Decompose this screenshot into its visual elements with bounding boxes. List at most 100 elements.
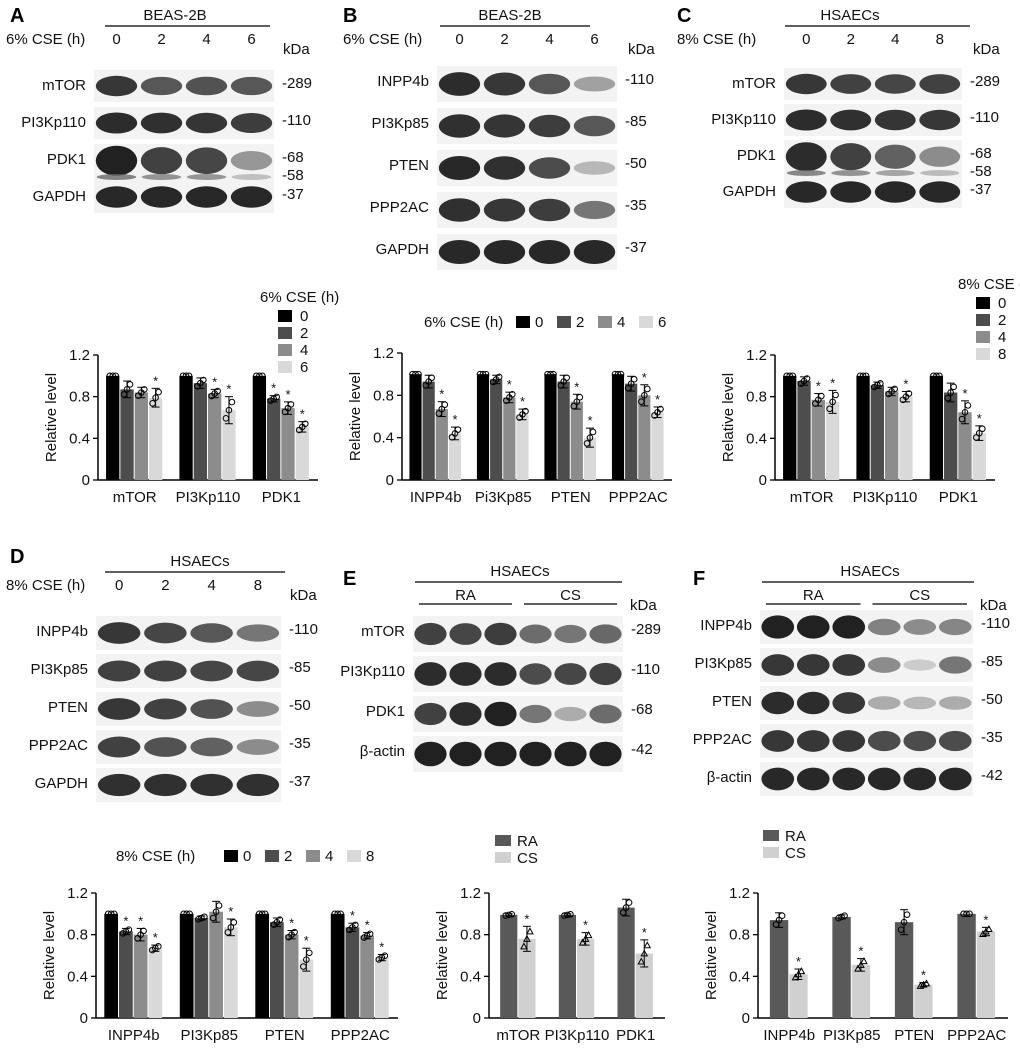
cell-line-label: HSAECs [490, 563, 549, 580]
data-point [155, 388, 162, 396]
blot-band [140, 76, 183, 96]
bar [825, 401, 840, 480]
bar [270, 922, 284, 1018]
bar [856, 375, 870, 480]
bar [179, 913, 194, 1018]
x-tick-label: PPP2AC [947, 1027, 1006, 1044]
data-point [614, 370, 622, 378]
y-axis-label: Relative level [41, 911, 58, 1000]
legend-label: RA [517, 833, 538, 850]
y-tick-label: 0.4 [69, 430, 90, 447]
protein-label: β-actin [360, 743, 405, 760]
data-point [505, 911, 513, 919]
data-point [273, 393, 280, 401]
data-point [110, 910, 118, 918]
blot-band [140, 147, 183, 175]
kda-header: kDa [973, 41, 1000, 58]
blot-band [438, 155, 481, 181]
significance-star: * [962, 386, 967, 401]
bar [811, 399, 825, 480]
blot-band [95, 75, 138, 97]
blot-band [830, 143, 872, 171]
legend-swatch [278, 361, 292, 373]
x-tick-label: Pi3Kp85 [475, 489, 532, 506]
data-point [862, 372, 870, 380]
y-axis-label: Relative level [43, 373, 60, 462]
cell-line-label: HSAECs [170, 553, 229, 570]
legend-swatch [976, 348, 990, 360]
bar [104, 913, 119, 1018]
data-point [775, 916, 783, 924]
legend-swatch [976, 314, 990, 326]
data-point [502, 912, 510, 919]
blot-strip [413, 696, 623, 732]
blot-band [761, 767, 795, 791]
y-axis-label: Relative level [347, 372, 364, 461]
data-point [900, 918, 908, 926]
blot-strip [760, 686, 973, 720]
data-point [640, 949, 649, 957]
blot-band [483, 114, 526, 138]
protein-label: mTOR [42, 77, 86, 94]
y-tick-label: 1.2 [373, 345, 394, 362]
blot-band [97, 773, 141, 797]
bar [409, 374, 422, 480]
blot-band [449, 702, 482, 726]
treatment-label: 8% CSE (h) [677, 31, 756, 48]
blot-band [95, 186, 138, 208]
bar [133, 934, 148, 1018]
data-point [112, 372, 120, 380]
legend-label: 4 [325, 848, 333, 865]
legend-swatch [516, 316, 530, 328]
protein-label: PPP2AC [29, 737, 88, 754]
blot-band [190, 699, 233, 719]
data-point [789, 372, 797, 380]
legend-title: 6% CSE (h) [260, 289, 339, 306]
data-point [291, 928, 298, 936]
data-point [643, 941, 652, 949]
blot-band [867, 696, 901, 710]
blot-band [185, 186, 228, 208]
blot-strip [760, 762, 973, 796]
bar [281, 408, 295, 480]
data-point [155, 943, 162, 950]
data-point [225, 406, 233, 414]
blot-band [449, 741, 482, 767]
bar [944, 392, 958, 480]
kda-marker: -37 [970, 181, 992, 198]
bar [148, 948, 163, 1018]
significance-star: * [289, 916, 294, 931]
x-tick-label: PI3Kp85 [823, 1027, 881, 1044]
blot-band [875, 170, 915, 176]
legend-label: 2 [576, 314, 584, 331]
data-point [589, 428, 597, 436]
significance-star: * [153, 930, 158, 945]
blot-band [874, 144, 916, 169]
data-point [212, 908, 220, 916]
bar [914, 984, 933, 1018]
data-point [522, 407, 529, 415]
data-point [120, 391, 128, 398]
data-point [300, 963, 307, 970]
kda-marker: -42 [981, 767, 1003, 784]
y-tick-label: 0.4 [67, 968, 88, 985]
data-point [797, 967, 806, 975]
blot-band [528, 73, 571, 95]
legend-label: 8 [998, 346, 1006, 363]
significance-star: * [642, 925, 647, 940]
protein-label: PI3Kp110 [711, 111, 776, 128]
data-point [838, 913, 845, 921]
x-tick-label: INPP4b [410, 489, 462, 506]
protein-label: PI3Kp110 [21, 114, 86, 131]
legend-swatch [639, 316, 653, 328]
x-tick-label: PTEN [265, 1027, 305, 1044]
data-point [803, 375, 811, 382]
blot-band [414, 662, 447, 686]
legend-label: 6 [300, 359, 308, 376]
protein-label: PPP2AC [693, 731, 752, 748]
legend-label: RA [785, 828, 806, 845]
data-point [832, 391, 839, 399]
data-point [438, 405, 446, 413]
blot-band [185, 112, 228, 134]
blot-band [919, 181, 961, 203]
